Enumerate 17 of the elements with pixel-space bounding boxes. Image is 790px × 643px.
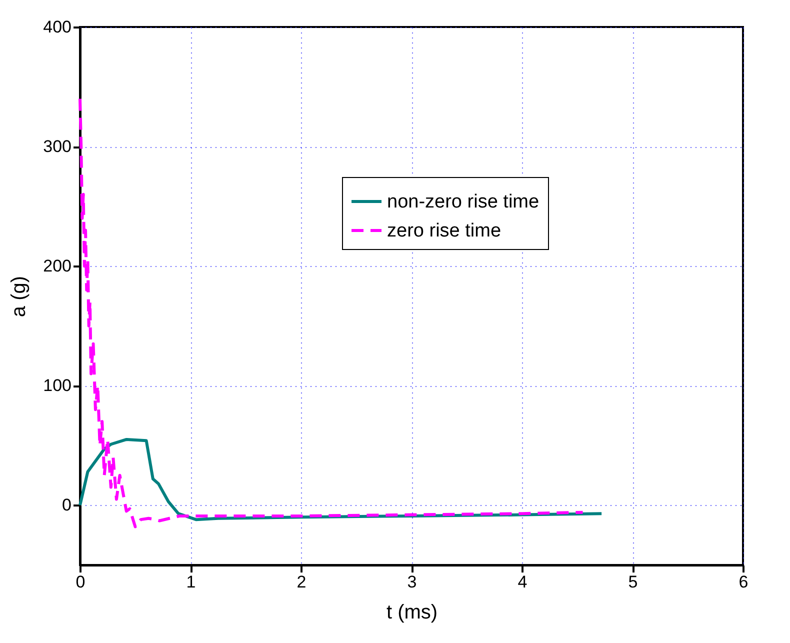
x-tick-label: 6	[738, 572, 748, 592]
legend-label: zero rise time	[387, 220, 502, 242]
y-tick-label: 200	[43, 256, 72, 276]
legend-label: non-zero rise time	[387, 192, 540, 212]
x-tick-label: 1	[186, 572, 196, 592]
x-tick-label: 0	[76, 572, 86, 592]
y-tick-label: 100	[43, 376, 72, 396]
line-series	[78, 97, 584, 528]
y-tick-label: 400	[43, 18, 72, 36]
x-axis-title: t (ms)	[386, 602, 438, 624]
x-tick-label: 2	[296, 572, 306, 592]
x-tick-label: 3	[407, 572, 417, 592]
x-tick-label: 4	[518, 572, 528, 592]
y-axis-title: a (g)	[8, 276, 30, 318]
y-tick-label: 0	[62, 496, 72, 515]
y-tick-label: 300	[43, 137, 72, 156]
x-tick-label: 5	[628, 572, 638, 592]
